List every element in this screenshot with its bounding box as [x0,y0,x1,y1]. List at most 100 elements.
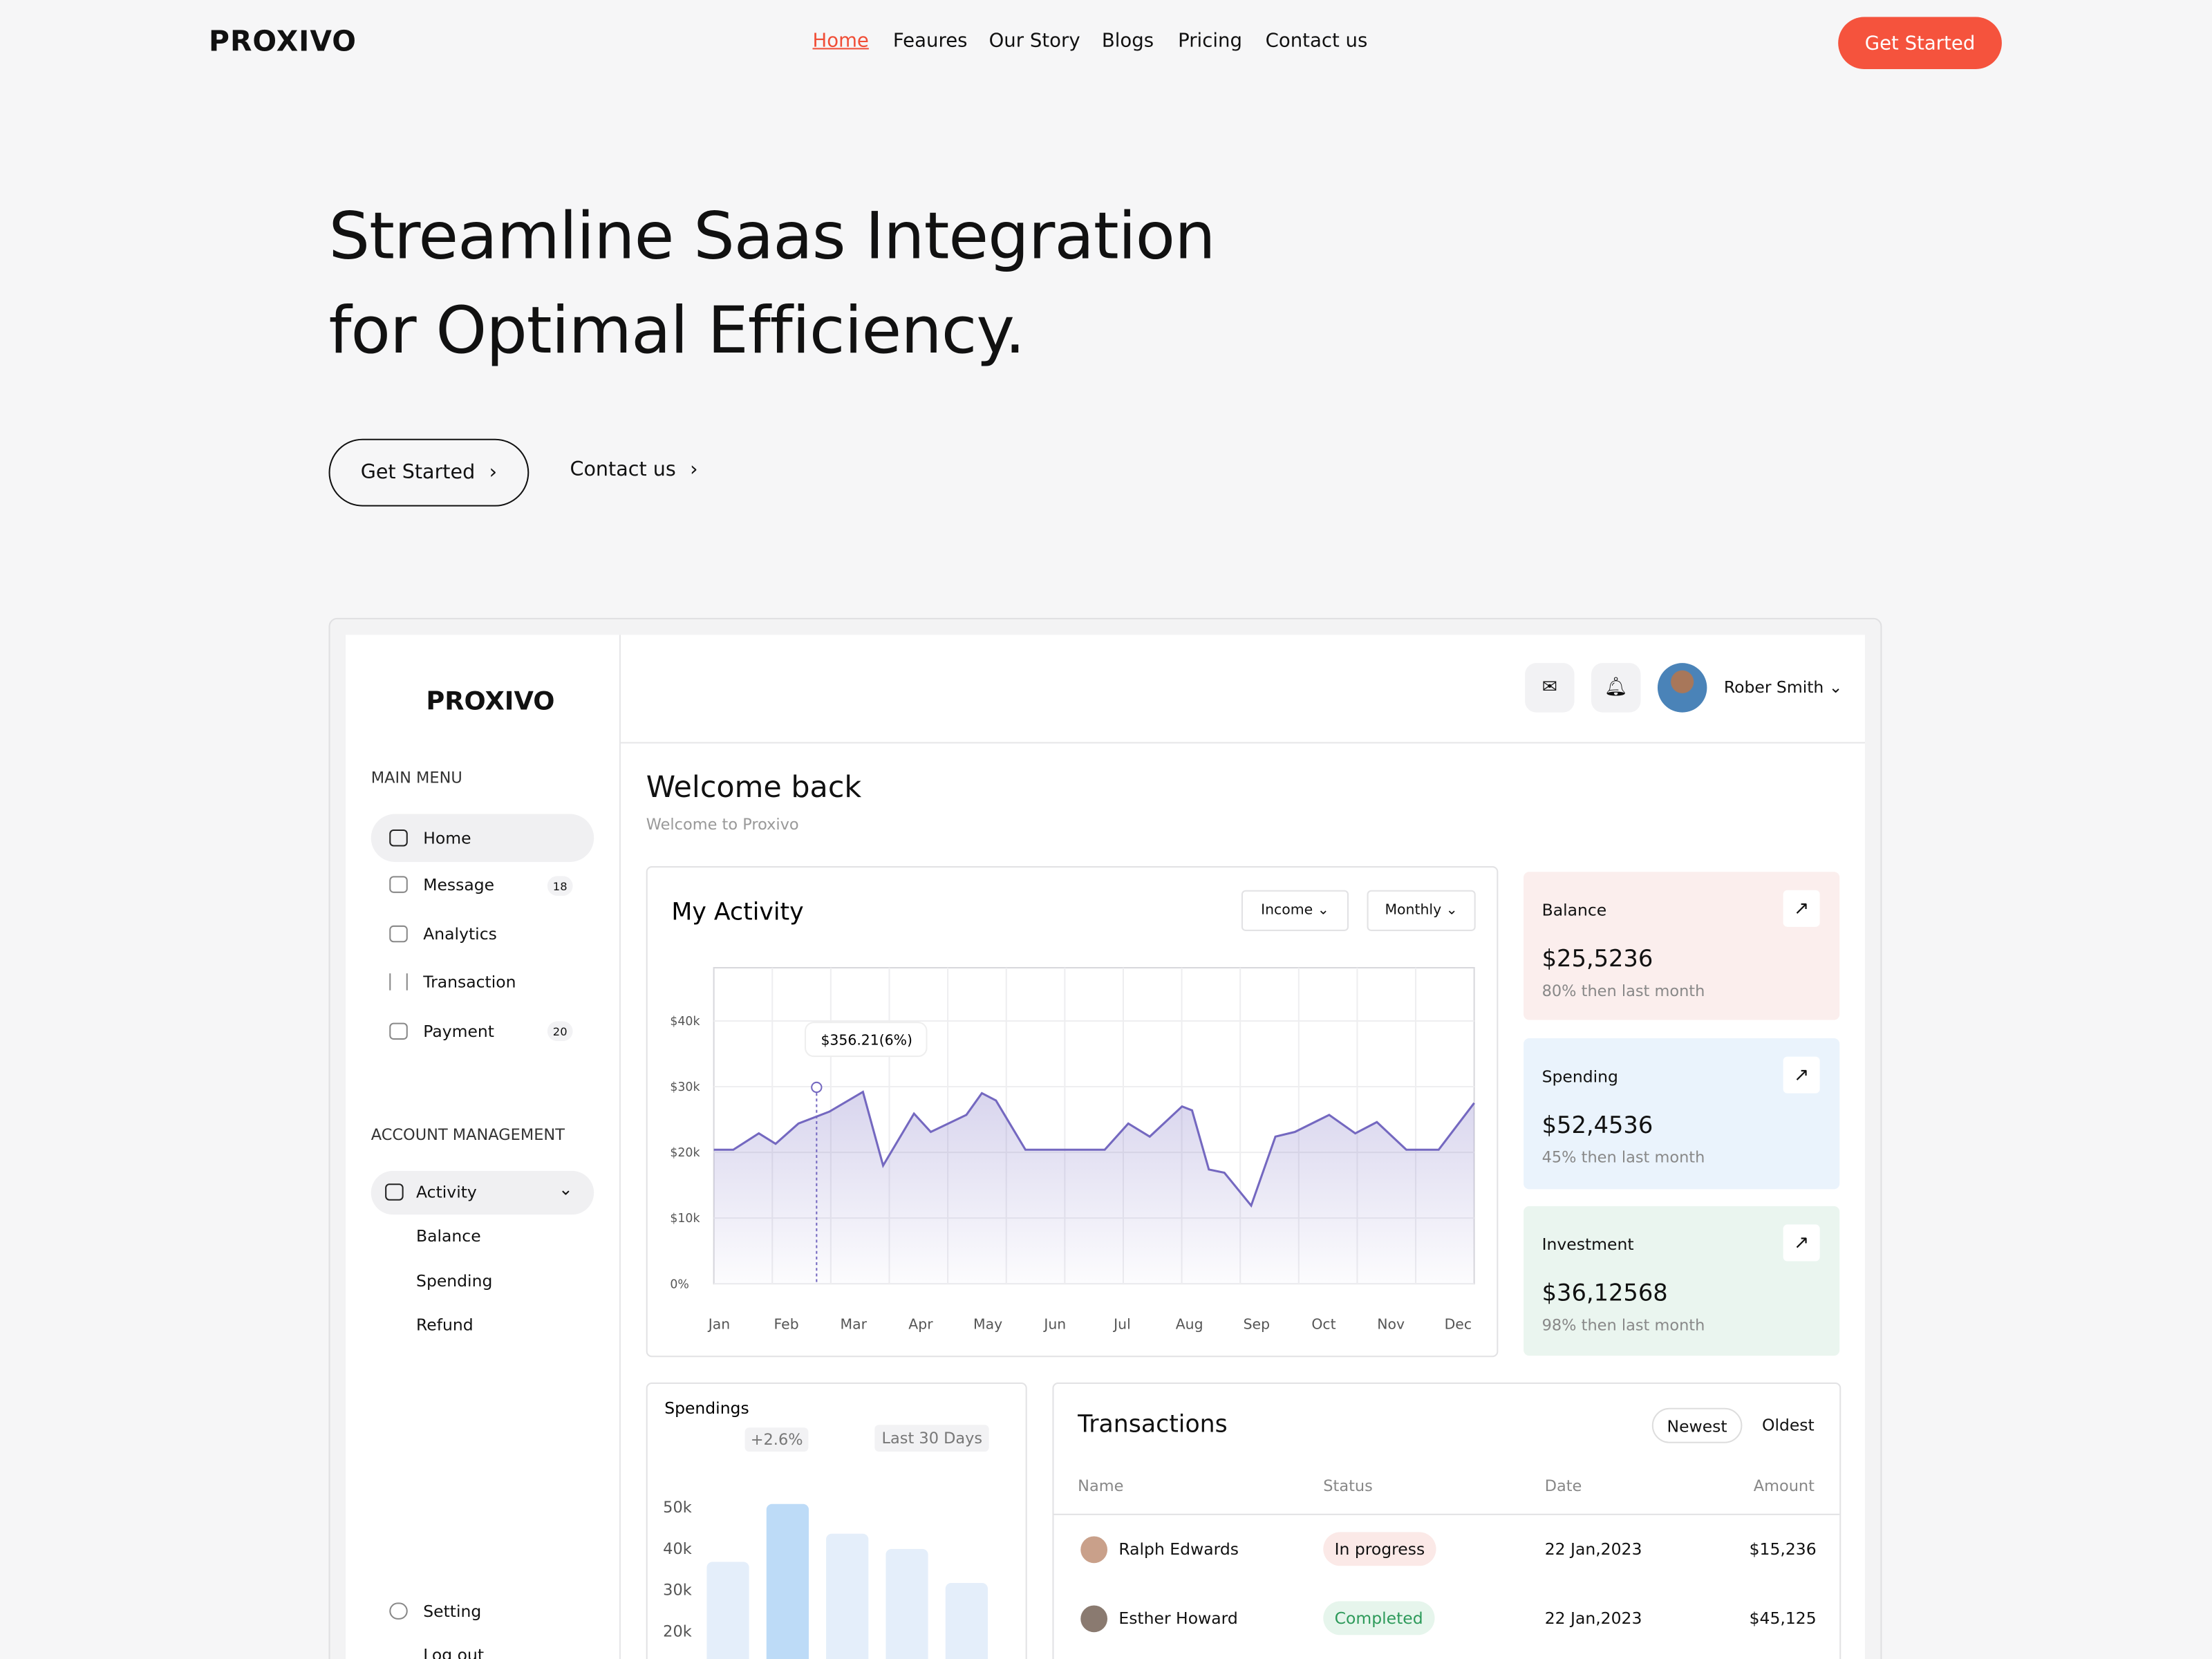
table-header: Status [1323,1477,1373,1496]
table-header: Name [1078,1477,1124,1496]
chart-title: My Activity [671,899,803,926]
x-tick-label: May [973,1315,1002,1332]
submenu-item[interactable]: Balance [416,1226,481,1246]
hero-title: Streamline Saas Integration [328,197,1216,274]
card-value: $36,12568 [1541,1280,1668,1306]
y-tick-label: $30k [670,1080,700,1094]
avatar [1657,663,1707,713]
x-tick-label: Aug [1176,1315,1203,1332]
badge: 18 [547,876,573,896]
y-tick-label: 50k [663,1499,692,1517]
cell: 22 Jan,2023 [1544,1608,1642,1629]
menu-item[interactable]: Log out [423,1644,485,1659]
table-header: Date [1544,1477,1582,1496]
line [713,1090,1475,1208]
x-tick-label: Jul [1112,1315,1131,1332]
y-tick-label: 40k [663,1540,692,1558]
sort-button[interactable]: Oldest [1761,1414,1815,1435]
card-arrow[interactable]: ↗ [1783,890,1820,927]
icon [389,973,408,991]
annotation: $356.21(6%) [821,1032,912,1049]
x-tick-label: Jun [1042,1315,1066,1332]
nav-link[interactable]: Pricing [1178,29,1242,53]
menu-item[interactable]: Message [423,874,495,894]
x-tick-label: Mar [841,1315,868,1332]
chevron: › [489,461,498,484]
filter[interactable]: Income ⌄ [1241,890,1349,931]
card-arrow[interactable]: ↗ [1783,1224,1820,1262]
cell: Esther Howard [1118,1608,1238,1629]
chart-title: Spendings [664,1398,749,1418]
cell: 22 Jan,2023 [1544,1539,1642,1559]
area [713,1091,1474,1284]
nav-link[interactable]: Home [812,29,869,53]
section-title: MAIN MENU [371,769,462,787]
icon [389,876,408,893]
sort-button[interactable]: Newest [1651,1407,1743,1443]
card-note: 98% then last month [1541,1316,1705,1335]
card-value: $25,5236 [1541,945,1653,973]
menu-item[interactable]: Transaction [423,972,516,992]
menu-item[interactable]: Setting [423,1601,482,1621]
annotation-box [804,1022,928,1058]
user-name[interactable]: Rober Smith ⌄ [1723,677,1843,697]
y-tick-label: $10k [670,1212,700,1226]
menu-item[interactable]: Payment [423,1021,495,1042]
nav-link[interactable]: Blogs [1101,29,1154,53]
menu-highlight [371,1170,594,1215]
user-name-text: Rober Smith [1723,677,1824,697]
cta-button[interactable]: Get Started [1838,17,2002,70]
card-note: 45% then last month [1541,1148,1705,1167]
stat-card: Spending $52,4536 45% then last month ↗ [1524,1038,1840,1190]
chevron: › [690,458,698,481]
submenu-item[interactable]: Refund [416,1315,474,1335]
cell: Ralph Edwards [1118,1539,1239,1559]
filter[interactable]: Monthly ⌄ [1367,890,1476,931]
annotation-dot [811,1081,823,1094]
bar [885,1548,928,1659]
card-title: Spending [1541,1066,1618,1087]
bell-button[interactable]: 🔔︎ [1591,663,1641,713]
nav-link[interactable]: Feaures [892,29,968,53]
bar [945,1582,988,1659]
y-tick-label: $40k [670,1015,700,1029]
status: In progress [1323,1532,1436,1566]
period-pill[interactable]: Last 30 Days [874,1425,990,1452]
sidebar-divider [619,635,621,1659]
logo[interactable]: PROXIVO [209,24,357,58]
cell: $45,125 [1749,1608,1817,1629]
bar [706,1562,749,1659]
header-divider [620,742,1865,744]
stat-card: Investment $36,12568 98% then last month… [1524,1206,1840,1356]
x-tick-label: Nov [1377,1315,1405,1332]
submenu-item[interactable]: Spending [416,1271,493,1291]
bar [826,1533,869,1659]
mail-button[interactable]: ✉ [1525,663,1575,713]
stat-card: Balance $25,5236 80% then last month ↗ [1524,872,1840,1020]
x-tick-label: Dec [1445,1315,1472,1332]
change-pill: +2.6% [744,1427,809,1452]
bar [766,1503,809,1659]
avatar [1080,1536,1108,1564]
hero-primary[interactable]: Get Started › [328,438,529,507]
card-arrow[interactable]: ↗ [1783,1056,1820,1094]
transactions-title: Transactions [1078,1410,1228,1439]
x-tick-label: Jan [707,1315,730,1332]
card-title: Investment [1541,1234,1634,1255]
welcome-title: Welcome back [646,770,862,805]
button-label: Get Started [360,461,476,484]
menu-item[interactable]: Activity [416,1182,477,1202]
nav-link[interactable]: Our Story [988,29,1080,53]
filter-label: Income [1261,903,1313,919]
menu-item[interactable]: Home [423,827,471,848]
card-note: 80% then last month [1541,982,1705,1000]
hero-secondary[interactable]: Contact us › [570,458,697,481]
menu-item[interactable]: Analytics [423,924,497,944]
x-tick-label: Sep [1244,1315,1270,1332]
nav-link[interactable]: Contact us [1265,29,1368,53]
chevron: ⌄ [559,1179,573,1199]
card-value: $52,4536 [1541,1112,1653,1138]
